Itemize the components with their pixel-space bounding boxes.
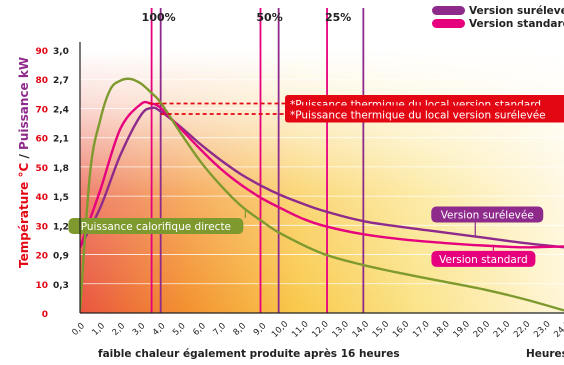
- series-line-2: [80, 77, 564, 312]
- legend-label-1: Version standard: [469, 18, 564, 30]
- series-line-1: [80, 100, 564, 249]
- series-label-text-1: Version standard: [439, 254, 528, 266]
- x-tick-13: 13,0: [331, 319, 351, 339]
- top-label-2: 25%: [325, 11, 351, 24]
- x-tick-12: 12,0: [310, 319, 330, 339]
- series-label-text-0: Version surélevée: [441, 210, 534, 222]
- x-tick-0: 0,0: [70, 321, 87, 338]
- x-tick-19: 19,0: [452, 319, 472, 339]
- x-tick-3: 3,0: [131, 321, 148, 338]
- series-label-text-2: Puissance calorifique directe: [81, 221, 231, 233]
- y-tick-temp-8: 80: [35, 76, 48, 86]
- y-tick-kw-4: 1,5: [53, 193, 69, 203]
- x-tick-2: 2,0: [111, 321, 128, 338]
- x-tick-6: 6,0: [191, 321, 208, 338]
- series-label-pill-1: [431, 250, 536, 267]
- y-tick-kw-2: 0,9: [53, 252, 69, 262]
- y-tick-temp-6: 60: [35, 135, 48, 145]
- x-axis-title: faible chaleur également produite après …: [98, 348, 400, 360]
- legend-label-0: Version surélevée: [469, 5, 564, 17]
- callout-badge-1: [285, 105, 564, 123]
- y-axis-title-kw: Puissance kW: [17, 57, 31, 150]
- y-tick-temp-0: 0: [42, 310, 48, 320]
- callout-text-1: *Puissance thermique du local version su…: [290, 109, 546, 121]
- x-tick-23: 23,0: [532, 319, 552, 339]
- x-tick-20: 20,0: [472, 319, 492, 339]
- x-tick-5: 5,0: [171, 321, 188, 338]
- top-label-0: 100%: [142, 11, 176, 24]
- x-tick-16: 16,0: [391, 319, 411, 339]
- series-line-0: [80, 106, 564, 249]
- series-label-pill-0: [431, 206, 544, 223]
- x-tick-10: 10,0: [270, 319, 290, 339]
- y-tick-temp-7: 70: [35, 105, 48, 115]
- y-tick-temp-9: 90: [35, 47, 48, 57]
- x-tick-14: 14,0: [351, 319, 371, 339]
- y-axis-title-sep: /: [17, 150, 31, 163]
- y-tick-temp-4: 40: [35, 193, 48, 203]
- x-tick-22: 22,0: [512, 319, 532, 339]
- x-tick-8: 8,0: [232, 321, 249, 338]
- legend-swatch-0: [432, 6, 465, 15]
- y-tick-kw-5: 1,8: [53, 164, 69, 174]
- y-tick-temp-3: 30: [35, 222, 48, 232]
- top-label-1: 50%: [256, 11, 282, 24]
- y-tick-kw-7: 2,4: [53, 105, 69, 115]
- x-tick-1: 1,0: [90, 321, 107, 338]
- y-tick-temp-1: 10: [35, 281, 48, 291]
- x-tick-4: 4,0: [151, 321, 168, 338]
- y-tick-kw-1: 0,3: [53, 281, 69, 291]
- x-tick-17: 17,0: [411, 319, 431, 339]
- plot-background-fade: [80, 50, 564, 313]
- y-tick-kw-6: 2,1: [53, 135, 69, 145]
- x-tick-7: 7,0: [211, 321, 228, 338]
- y-tick-kw-8: 2,7: [53, 76, 69, 86]
- legend-swatch-1: [432, 19, 465, 28]
- x-tick-15: 15,0: [371, 319, 391, 339]
- y-axis-title-temp: Température °C: [17, 163, 31, 268]
- series-label-pill-2: [68, 218, 244, 235]
- y-tick-kw-9: 3,0: [53, 47, 69, 57]
- y-tick-temp-2: 20: [35, 252, 48, 262]
- x-tick-24: 24,0: [552, 319, 564, 339]
- x-tick-9: 9,0: [252, 321, 269, 338]
- x-tick-18: 18,0: [431, 319, 451, 339]
- y-tick-kw-3: 1,2: [53, 222, 69, 232]
- y-axis-title: Température °C / Puissance kW: [17, 57, 31, 268]
- y-tick-temp-5: 50: [35, 164, 48, 174]
- x-tick-11: 11,0: [290, 319, 310, 339]
- x-tick-21: 21,0: [492, 319, 512, 339]
- x-axis-unit: Heures: [526, 348, 564, 360]
